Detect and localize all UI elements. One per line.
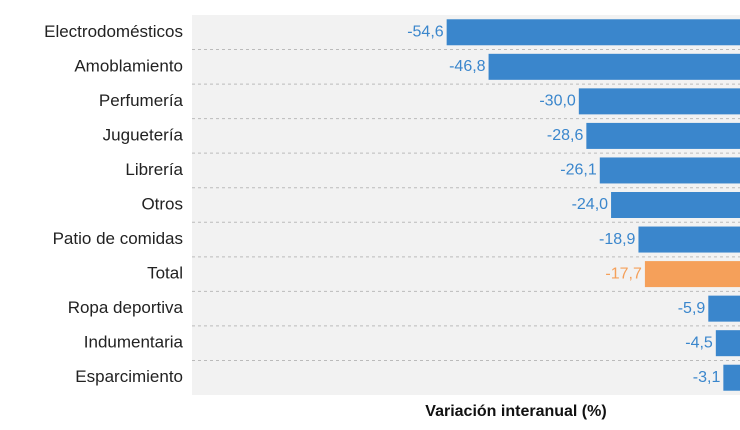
value-label: -3,1 xyxy=(693,369,721,386)
bar xyxy=(723,364,740,391)
category-label: Ropa deportiva xyxy=(68,298,184,317)
bar xyxy=(586,122,740,149)
category-label: Total xyxy=(147,264,183,283)
category-label: Librería xyxy=(125,160,183,179)
value-label: -24,0 xyxy=(572,196,609,213)
category-label: Otros xyxy=(141,194,183,213)
bar xyxy=(715,330,740,357)
bar xyxy=(446,19,740,46)
bar xyxy=(708,295,740,322)
value-label: -18,9 xyxy=(599,231,636,248)
bar xyxy=(638,226,740,253)
value-label: -28,6 xyxy=(547,127,584,144)
category-label: Patio de comidas xyxy=(53,229,183,248)
value-label: -30,0 xyxy=(539,93,576,110)
bar xyxy=(599,157,740,184)
category-label: Esparcimiento xyxy=(75,367,183,386)
category-label: Juguetería xyxy=(103,125,184,144)
x-axis-label: Variación interanual (%) xyxy=(425,403,606,420)
value-label: -5,9 xyxy=(678,300,706,317)
category-label: Indumentaria xyxy=(84,333,184,352)
value-label: -17,7 xyxy=(605,265,642,282)
value-label: -46,8 xyxy=(449,58,486,75)
category-label: Perfumería xyxy=(99,91,184,110)
category-label: Amoblamiento xyxy=(74,56,183,75)
category-label: Electrodomésticos xyxy=(44,22,183,41)
value-label: -54,6 xyxy=(407,23,444,40)
bar xyxy=(578,88,740,115)
value-label: -26,1 xyxy=(560,162,597,179)
bar xyxy=(611,192,740,218)
bar xyxy=(488,53,740,80)
value-label: -4,5 xyxy=(685,334,713,351)
bar xyxy=(644,261,740,288)
